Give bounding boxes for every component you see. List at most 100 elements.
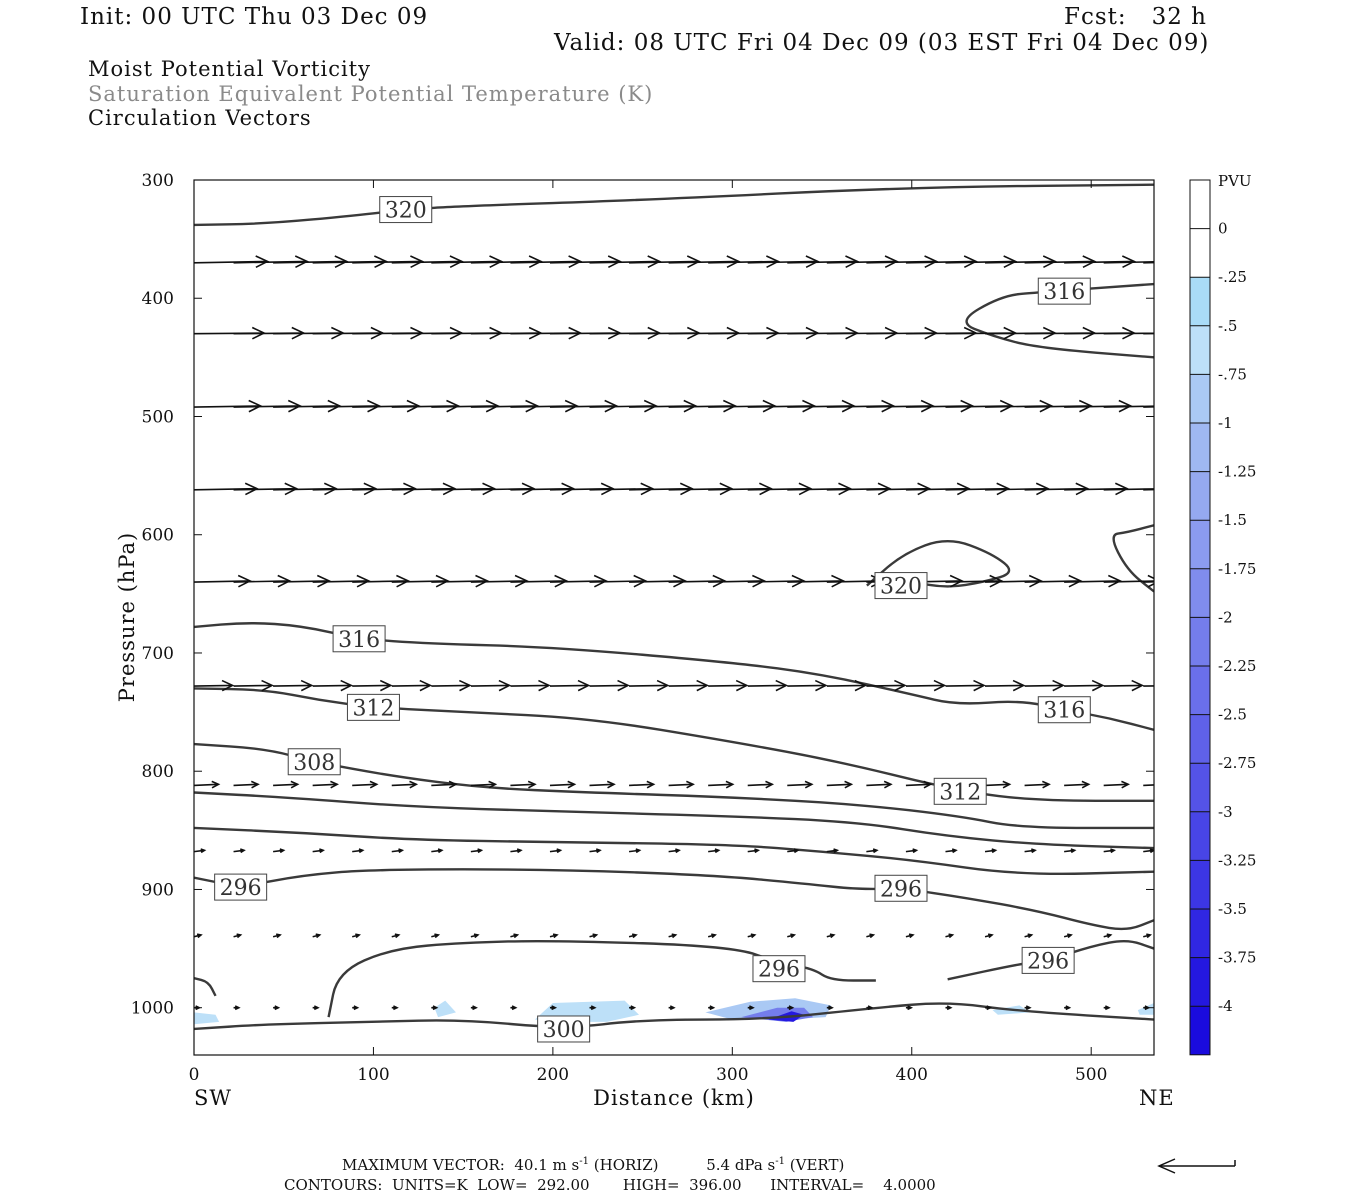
contour-label-320: 320 (379, 196, 433, 224)
vector-head (432, 1005, 439, 1011)
vector-head (828, 1005, 834, 1011)
circulation-vector (1024, 679, 1065, 692)
circulation-vector (431, 1005, 439, 1011)
contour-label-296: 296 (752, 955, 806, 983)
colorbar-swatch (1190, 957, 1210, 1007)
vector-shaft (391, 783, 417, 787)
vector-head (200, 848, 207, 854)
vector-head (775, 679, 789, 692)
colorbar-label: -2.5 (1218, 706, 1247, 724)
mpv-shade-0 (194, 1012, 220, 1025)
contour-label-box (874, 874, 928, 902)
vector-head (379, 679, 393, 692)
circulation-vector (549, 679, 591, 692)
colorbar-swatch (1190, 228, 1210, 278)
circulation-vector (668, 1005, 676, 1011)
contour-label-text: 320 (880, 575, 922, 600)
vector-head (330, 780, 339, 789)
contour-label-box (1037, 277, 1091, 305)
vector-head (725, 780, 735, 789)
contour-label-312: 312 (933, 777, 987, 805)
circulation-vector (194, 780, 221, 789)
vector-shaft (1103, 332, 1154, 335)
vector-shaft (1143, 784, 1154, 787)
vector-head (1070, 848, 1077, 854)
colorbar-swatch (1190, 277, 1210, 326)
contour-label-text: 296 (220, 876, 262, 901)
colorbar-swatch (1190, 666, 1210, 715)
max-vector-line: MAXIMUM VECTOR: 40.1 m s-1 (HORIZ) 5.4 d… (342, 1156, 844, 1174)
vector-head (1067, 933, 1073, 939)
vector-shaft (1024, 783, 1050, 787)
circulation-vector (312, 848, 325, 854)
contour-label-box (874, 572, 928, 600)
vector-head (829, 933, 836, 939)
vector-head (894, 679, 907, 692)
reference-vector-head (1157, 1158, 1176, 1174)
x-right-label-ne: NE (1139, 1086, 1175, 1110)
vector-shaft (629, 783, 654, 787)
vector-shaft (1143, 685, 1154, 687)
vector-head (1052, 679, 1065, 692)
vector-head (590, 1005, 597, 1011)
circulation-vector (628, 848, 642, 854)
field-title-vectors: Circulation Vectors (88, 106, 312, 130)
vector-head (669, 1005, 676, 1011)
vector-head (686, 780, 695, 789)
vector-shaft (747, 783, 773, 787)
circulation-vector (470, 1005, 478, 1011)
vector-head (236, 933, 243, 939)
vector-head (973, 679, 986, 692)
circulation-vector (233, 1005, 241, 1011)
theta-e-contour-10 (194, 976, 217, 997)
vector-head (656, 679, 670, 692)
circulation-vector (708, 780, 735, 789)
colorbar-swatch (1190, 374, 1210, 423)
theta-e-contour-12 (1112, 524, 1154, 593)
contour-label-text: 316 (1043, 280, 1085, 305)
circulation-vector (984, 933, 994, 939)
vector-head (592, 933, 599, 939)
circulation-vector (707, 933, 717, 939)
circulation-vector (352, 679, 393, 692)
circulation-vector (866, 933, 876, 939)
theta-e-contour-4 (194, 791, 1154, 850)
contour-label-box (214, 873, 268, 901)
vector-head (577, 679, 591, 692)
vector-head (1147, 574, 1154, 588)
circulation-vector (589, 679, 630, 692)
colorbar-swatch (1190, 423, 1210, 472)
vector-head (1131, 679, 1145, 692)
circulation-vector (1103, 679, 1145, 692)
circulation-vector (510, 848, 523, 854)
circulation-vector (1103, 780, 1131, 789)
contour-label-316: 316 (1037, 696, 1091, 724)
circulation-vector (985, 1005, 993, 1011)
circulation-vector (194, 933, 203, 939)
vector-shaft (668, 684, 708, 687)
vector-shaft (1064, 783, 1089, 787)
vector-head (631, 933, 638, 939)
vector-head (1065, 1005, 1072, 1011)
vector-head (923, 780, 933, 789)
vector-head (556, 848, 563, 854)
circulation-vector (826, 848, 840, 854)
vector-head (472, 1005, 478, 1011)
colorbar-swatch (1190, 714, 1210, 764)
circulation-vector (787, 933, 797, 939)
y-tick-label: 800 (142, 762, 174, 782)
vector-head (516, 848, 523, 854)
x-tick-label: 300 (716, 1065, 748, 1085)
circulation-vector (1103, 405, 1154, 408)
contour-label-296: 296 (214, 873, 268, 901)
vector-head (1031, 848, 1037, 854)
vector-head (635, 848, 642, 854)
vector-head (511, 1005, 518, 1011)
contour-label-box (379, 196, 433, 224)
mpv-shade-1 (434, 1000, 456, 1018)
vector-shaft (905, 783, 931, 787)
vector-head (1161, 781, 1168, 787)
vector-head (946, 1005, 953, 1011)
vert-exponent: -1 (775, 1156, 786, 1167)
circulation-vector (945, 679, 986, 692)
